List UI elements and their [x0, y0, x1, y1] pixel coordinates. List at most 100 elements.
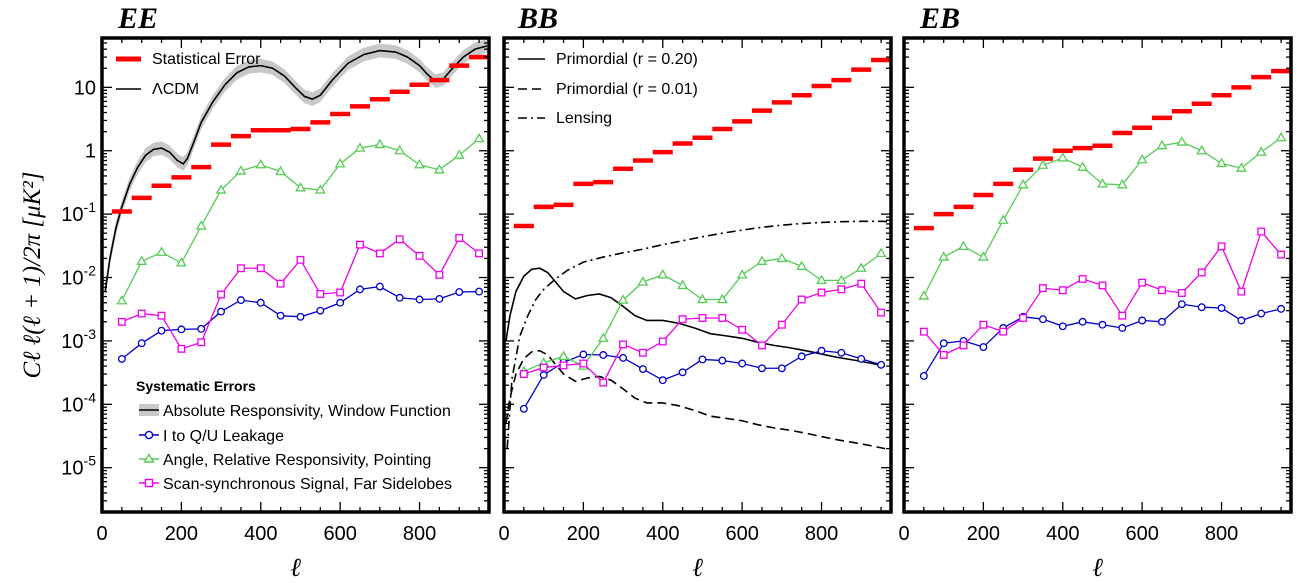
leakage-point — [1158, 317, 1166, 326]
panel-title-ee: EE — [117, 2, 158, 35]
angle-point — [215, 184, 227, 194]
scan-sync-point — [177, 344, 186, 353]
leakage-point — [539, 371, 548, 379]
angle-point — [116, 294, 128, 305]
panel-bb: 0 200 400 600 800 ℓ — [498, 36, 893, 582]
x-tick-label: 200 — [567, 523, 600, 545]
angle-point — [354, 142, 366, 152]
leakage-point — [579, 350, 588, 359]
leakage-point — [1197, 303, 1206, 312]
scan-sync-point — [678, 315, 687, 324]
leakage-point — [758, 364, 766, 373]
leakage-point — [919, 371, 928, 380]
legend-bb: Primordial (r = 0.20) Primordial (r = 0.… — [518, 51, 698, 127]
angle-point — [918, 290, 930, 300]
leakage-point — [1177, 300, 1186, 309]
scan-sync-point — [435, 270, 444, 279]
legend-marker-angle — [143, 453, 155, 463]
angle-point — [195, 220, 207, 230]
angle-point — [657, 269, 669, 279]
leakage-line — [121, 285, 480, 360]
x-tick-label: 400 — [244, 523, 277, 545]
scan-sync-point — [197, 338, 206, 347]
y-tick-label: 10 — [74, 77, 96, 99]
scan-sync-point — [698, 314, 707, 322]
leakage-line — [923, 303, 1282, 377]
angle-point — [977, 251, 989, 261]
scan-sync-point — [1217, 242, 1226, 251]
angle-point — [414, 158, 425, 169]
leakage-point — [519, 404, 528, 413]
legend-systematics: Systematic Errors Absolute Responsivity,… — [136, 378, 452, 493]
scan-sync-point — [1138, 278, 1147, 287]
leakage-point — [797, 352, 806, 361]
x-tick-label: 800 — [403, 523, 436, 545]
scan-sync-point — [718, 314, 727, 322]
angle-line — [523, 252, 882, 373]
leakage-point — [638, 365, 647, 373]
x-tick-label: 400 — [1046, 523, 1079, 545]
angle-point — [473, 132, 485, 143]
scan-sync-point — [599, 378, 608, 387]
leakage-point — [1038, 315, 1047, 324]
scan-sync-point — [857, 279, 866, 288]
x-axis-label: ℓ — [692, 553, 703, 582]
legend-label-lcdm: ΛCDM — [152, 81, 199, 98]
panel-frame-ee — [100, 36, 491, 514]
leakage-point — [356, 285, 364, 294]
leakage-point — [619, 353, 628, 362]
leakage-point — [718, 356, 727, 365]
angle-point — [1255, 146, 1267, 156]
scan-sync-point — [1197, 268, 1206, 277]
legend-label-statistical-error: Statistical Error — [152, 51, 261, 68]
angle-point — [617, 294, 629, 304]
scan-sync-point — [959, 341, 968, 350]
legend-label-scan-sync: Scan-synchronous Signal, Far Sidelobes — [163, 476, 452, 493]
scan-sync-point — [519, 370, 528, 379]
angle-point — [1176, 136, 1188, 146]
x-tick-label: 800 — [805, 523, 838, 545]
leakage-point — [217, 307, 226, 316]
scan-sync-point — [375, 249, 384, 258]
scan-sync-point — [837, 285, 846, 294]
angle-point — [1156, 139, 1168, 150]
angle-point — [453, 149, 465, 159]
leakage-point — [1217, 304, 1226, 312]
y-tick-label: 10-1 — [61, 199, 96, 226]
angle-point — [1235, 162, 1247, 172]
scan-sync-point — [539, 363, 548, 372]
angle-point — [637, 276, 649, 286]
leakage-point — [857, 354, 866, 363]
x-tick-label: 0 — [898, 523, 909, 545]
scan-sync-line — [923, 230, 1282, 356]
plot-area-eb — [913, 68, 1291, 380]
angle-point — [1057, 152, 1069, 162]
angle-point — [374, 138, 386, 149]
angle-point — [1097, 178, 1108, 188]
leakage-point — [1277, 304, 1286, 313]
scan-sync-point — [316, 290, 325, 298]
panel-eb: 0 200 400 600 800 ℓ — [898, 36, 1293, 582]
leakage-point — [1257, 309, 1266, 318]
scan-sync-point — [415, 251, 424, 260]
leakage-point — [1138, 316, 1147, 325]
angle-point — [558, 350, 569, 361]
scan-sync-point — [777, 320, 786, 329]
leakage-point — [415, 295, 424, 304]
scan-sync-point — [256, 264, 265, 273]
x-axis-label: ℓ — [290, 553, 301, 582]
scan-sync-point — [296, 255, 305, 264]
panel-frame-bb — [502, 36, 893, 514]
angle-line — [923, 137, 1282, 297]
y-tick-label: 10-2 — [61, 263, 96, 290]
scan-sync-point — [658, 337, 667, 346]
leakage-point — [455, 288, 464, 296]
angle-point — [736, 269, 748, 279]
x-axis-label: ℓ — [1092, 553, 1103, 582]
angle-point — [1017, 178, 1029, 189]
legend-marker-scan-sync — [144, 478, 154, 488]
leakage-point — [137, 339, 146, 348]
scan-sync-point — [1078, 274, 1087, 283]
angle-point — [136, 255, 148, 265]
